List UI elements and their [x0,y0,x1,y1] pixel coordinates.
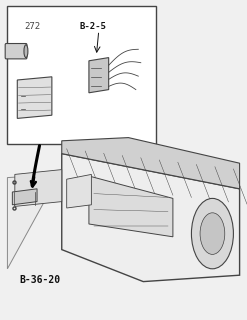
Ellipse shape [200,213,225,254]
Polygon shape [67,174,91,208]
Polygon shape [89,176,173,237]
FancyBboxPatch shape [5,44,27,59]
Polygon shape [7,174,59,269]
Ellipse shape [191,198,233,269]
Text: B-36-20: B-36-20 [20,275,61,285]
Polygon shape [89,58,109,93]
Text: 272: 272 [25,22,41,31]
Bar [7,6,156,144]
Polygon shape [62,154,240,282]
Polygon shape [15,170,62,206]
Polygon shape [62,138,240,189]
Ellipse shape [24,45,28,58]
Polygon shape [17,77,52,118]
Text: B-2-5: B-2-5 [79,22,106,31]
Polygon shape [12,189,37,205]
